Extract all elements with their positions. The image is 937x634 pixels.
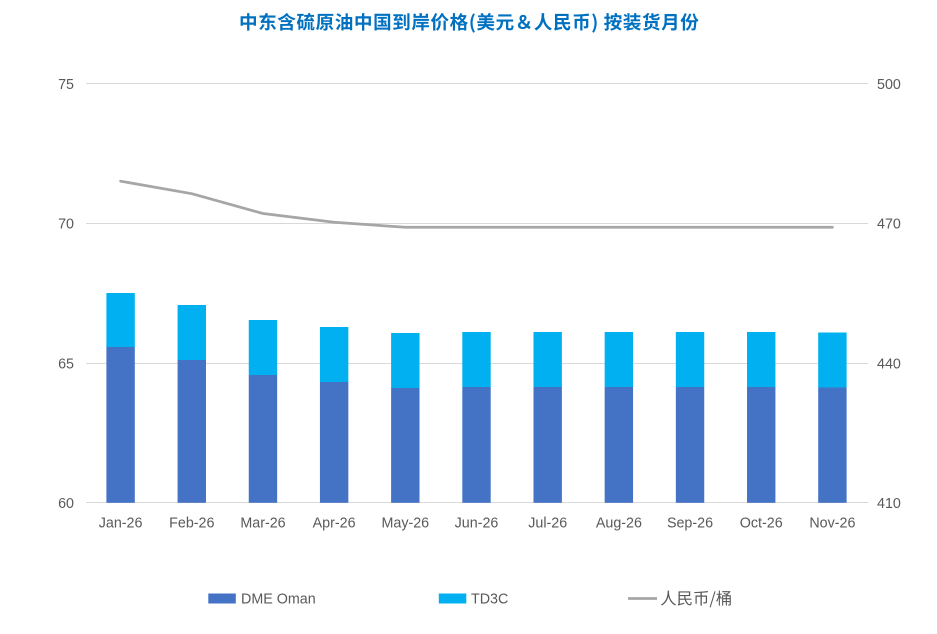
- svg-text:Sep-26: Sep-26: [667, 516, 713, 532]
- svg-text:Jun-26: Jun-26: [455, 516, 499, 532]
- svg-text:Jan-26: Jan-26: [99, 516, 143, 532]
- svg-text:500: 500: [877, 77, 901, 93]
- svg-text:470: 470: [877, 217, 901, 233]
- svg-text:60: 60: [58, 496, 74, 512]
- svg-text:Jul-26: Jul-26: [528, 516, 567, 532]
- svg-text:Oct-26: Oct-26: [740, 516, 783, 532]
- svg-text:Feb-26: Feb-26: [169, 516, 214, 532]
- svg-text:DME Oman: DME Oman: [241, 592, 316, 608]
- svg-text:Apr-26: Apr-26: [313, 516, 356, 532]
- svg-text:May-26: May-26: [381, 516, 429, 532]
- svg-text:70: 70: [58, 217, 74, 233]
- svg-text:65: 65: [58, 357, 74, 373]
- svg-text:Aug-26: Aug-26: [596, 516, 642, 532]
- svg-text:410: 410: [877, 496, 901, 512]
- svg-text:440: 440: [877, 357, 901, 373]
- svg-text:Mar-26: Mar-26: [240, 516, 285, 532]
- svg-text:TD3C: TD3C: [471, 592, 508, 608]
- svg-text:75: 75: [58, 77, 74, 93]
- svg-text:Nov-26: Nov-26: [809, 516, 855, 532]
